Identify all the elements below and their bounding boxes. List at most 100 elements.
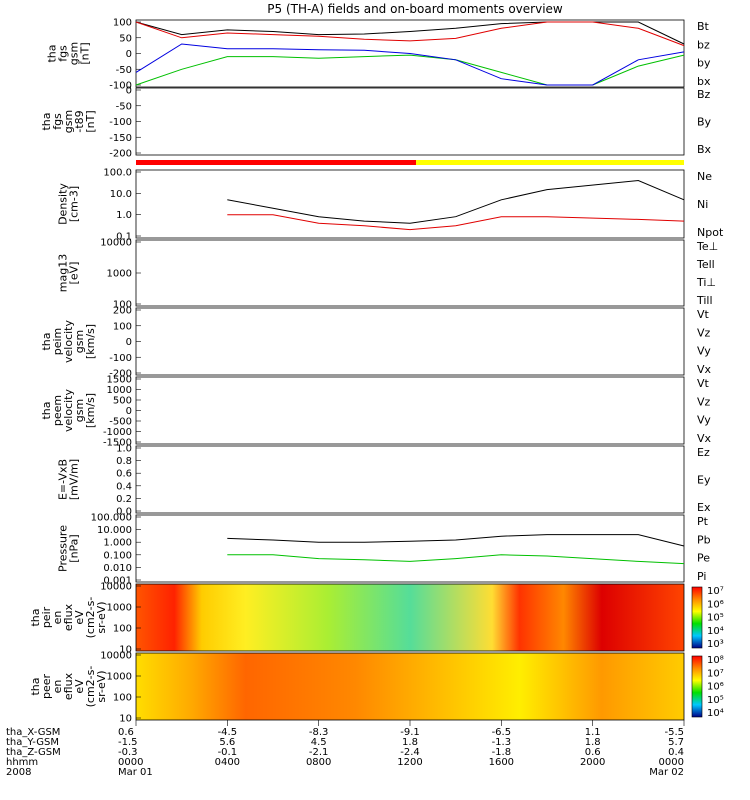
legend-Ti⊥: Ti⊥	[696, 276, 716, 289]
y-tick-label: 10.000	[97, 525, 132, 536]
panel-frame	[136, 446, 684, 513]
legend-Vx: Vx	[697, 432, 712, 445]
legend-Vz: Vz	[697, 326, 711, 339]
panel-4: 10000 1000 100 mag13[eV] Te⊥ Tell Ti⊥ Till	[57, 238, 719, 311]
y-tick-label: 100	[113, 624, 132, 635]
legend-Vt: Vt	[697, 377, 710, 390]
legend-Vy: Vy	[697, 345, 711, 358]
x-axis-group: tha_X-GSMtha_Y-GSMtha_Z-GSMhhmm20080.6-1…	[6, 720, 684, 778]
colorbar-label: 10⁷	[707, 668, 724, 679]
y-tick-label: -50	[116, 101, 132, 112]
y-tick-label: 0.100	[103, 550, 132, 561]
y-tick-label: 0	[126, 406, 132, 417]
mode-bar-fast	[416, 160, 684, 165]
legend-Ez: Ez	[697, 446, 710, 459]
y-axis-label: [mV/m]	[68, 459, 81, 500]
y-tick-label: 100	[113, 18, 132, 29]
colorbar	[692, 656, 702, 717]
x-tick-label: 1200	[397, 757, 422, 768]
colorbar-label: 10⁴	[707, 626, 724, 637]
legend-Pb: Pb	[697, 533, 711, 546]
legend-Te⊥: Te⊥	[696, 240, 718, 253]
series-bx	[136, 44, 684, 85]
x-tick-label: 0400	[215, 757, 240, 768]
panel-5: 2001000-100-200thapeimvelocitygsm[km/s]V…	[40, 306, 712, 380]
panel-frame	[136, 240, 684, 306]
legend-Bt: Bt	[697, 20, 710, 33]
y-tick-label: 10000	[100, 651, 132, 662]
y-tick-label: 100.000	[91, 513, 132, 524]
y-axis-label: sr-eV)	[95, 670, 108, 702]
panel-6: 150010005000-500-1000-1500thapeemvelocit…	[40, 375, 712, 449]
panel-9: 10⁷ 10⁶ 10⁵ 10⁴ 10³ 10000 1000 100 10 thapeirenef…	[29, 582, 724, 656]
panel-10: 10⁸10⁷10⁶10⁵10⁴10000100010010thapeerenef…	[29, 651, 724, 725]
y-tick-label: -100	[109, 117, 132, 128]
y-tick-label: 1000	[107, 269, 132, 280]
legend-Ex: Ex	[697, 501, 711, 514]
panel-7: 1.00.8 0.60.4 0.2 0.0 E=-VxB[mV/m] Ez Ey Ex	[57, 444, 711, 518]
legend-by: by	[697, 57, 711, 70]
colorbar-label: 10⁵	[707, 613, 724, 624]
y-tick-label: 0	[126, 49, 132, 60]
legend-Bx: Bx	[697, 143, 712, 156]
y-axis-label: [km/s]	[84, 393, 97, 428]
legend-Vy: Vy	[697, 414, 711, 427]
plot-title: P5 (TH-A) fields and on-board moments ov…	[267, 2, 563, 16]
y-axis-label: sr-eV)	[95, 601, 108, 633]
marks-group	[136, 22, 684, 564]
x-tick-label: Mar 02	[649, 767, 684, 778]
colorbar-label: 10⁸	[707, 655, 724, 666]
y-tick-label: 10.0	[110, 189, 132, 200]
y-tick-label: 0.6	[116, 469, 132, 480]
colorbar-label: 10⁵	[707, 695, 724, 706]
y-tick-label: 0.4	[116, 481, 132, 492]
y-tick-label: 1000	[107, 385, 132, 396]
panel-frame	[136, 308, 684, 375]
legend-By: By	[697, 116, 712, 129]
panel-frame	[136, 170, 684, 238]
y-tick-label: 10000	[100, 582, 132, 593]
mode-bar-slow	[136, 160, 416, 165]
colorbar-label: 10⁷	[707, 586, 724, 597]
colorbar-label: 10⁶	[707, 599, 724, 610]
spectrogram-image	[136, 653, 684, 720]
panel-1: 100500-50-100thafgsgsm[nT]Btbzbybx	[46, 18, 711, 92]
y-tick-label: 0	[126, 337, 132, 348]
x-tick-label: 1600	[489, 757, 514, 768]
y-axis-label: [nT]	[79, 42, 92, 64]
panel-3: 100.0 10.0 1.0 0.1 Density[cm-3] Ne Ni Npot	[57, 168, 724, 243]
legend-Ni: Ni	[697, 198, 708, 211]
y-tick-label: -50	[116, 65, 132, 76]
legend-Vt: Vt	[697, 308, 710, 321]
y-tick-label: 1.0	[116, 210, 132, 221]
y-tick-label: 1500	[107, 375, 132, 386]
y-axis-label: [nT]	[84, 110, 97, 132]
panel-frame	[136, 377, 684, 444]
series-Pe	[227, 555, 684, 564]
x-tick-label: 0800	[306, 757, 331, 768]
y-tick-label: 0.2	[116, 494, 132, 505]
spectrogram-image	[136, 584, 684, 651]
y-tick-label: 1000	[107, 603, 132, 614]
legend-Pt: Pt	[697, 515, 709, 528]
panels-group: 100500-50-100thafgsgsm[nT]Btbzbybx0-50-1…	[29, 18, 724, 725]
legend-Ey: Ey	[697, 474, 711, 487]
x-tick-label: Mar 01	[118, 767, 153, 778]
legend-Vx: Vx	[697, 363, 712, 376]
y-tick-label: 1000	[107, 672, 132, 683]
y-tick-label: 500	[113, 396, 132, 407]
y-tick-label: 100.0	[103, 168, 132, 179]
panel-frame	[136, 515, 684, 582]
legend-Pe: Pe	[697, 552, 710, 565]
y-tick-label: -100	[109, 353, 132, 364]
y-tick-label: 0.010	[103, 563, 132, 574]
legend-Till: Till	[696, 294, 713, 307]
y-axis-label: [nPa]	[68, 534, 81, 562]
y-tick-label: 1.0	[116, 444, 132, 455]
y-axis-label: [cm-3]	[68, 186, 81, 222]
y-tick-label: 100	[113, 321, 132, 332]
y-tick-label: 0.8	[116, 456, 132, 467]
y-tick-label: 10000	[100, 238, 132, 249]
